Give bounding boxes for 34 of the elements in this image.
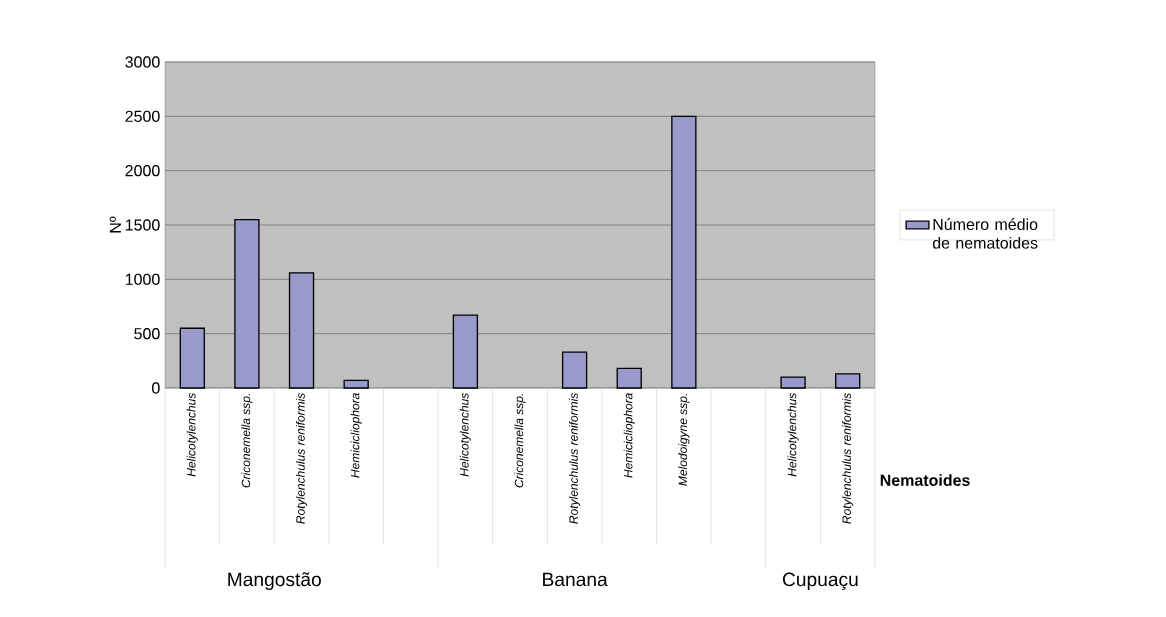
x-tick-label: Criconemella ssp. [241, 394, 253, 488]
y-tick-label: 1000 [125, 273, 160, 285]
x-tick-label: Helicotylenchus [787, 392, 799, 477]
y-tick-label: 3000 [125, 56, 160, 68]
text: Mangostão [228, 572, 321, 590]
y-tick-label: 2500 [125, 110, 160, 122]
x-tick-label: Rotylenchulus reniformis [842, 392, 854, 524]
bar [343, 379, 369, 389]
bar [234, 218, 260, 389]
bar [179, 327, 205, 389]
x-tick-label: Helicotylenchus [459, 392, 471, 477]
x-tick-label: Hemicicliophora [350, 393, 362, 478]
bar [835, 373, 861, 389]
bar [288, 272, 315, 389]
legend-label: Número médio de nematoides [932, 218, 1038, 249]
x-tick-label: Melodoigyne ssp. [678, 394, 690, 486]
x-tick-label: Rotylenchulus reniformis [295, 392, 308, 524]
bar [780, 376, 806, 389]
x-tick-label: Criconemella ssp. [514, 394, 526, 488]
y-tick-label: 1500 [125, 219, 160, 231]
bar [616, 367, 642, 389]
bar [452, 314, 479, 389]
y-axis-title: Nº [109, 216, 121, 233]
bar [561, 351, 588, 389]
bar [671, 115, 697, 389]
text: Banana [543, 572, 608, 587]
text: Cupuaçu [782, 572, 858, 591]
x-tick-label: Helicotylenchus [186, 392, 198, 477]
y-tick-label: 0 [152, 382, 160, 394]
x-tick-label: Hemicicliophora [623, 393, 635, 478]
x-tick-label: Rotylenchulus reniformis [569, 392, 581, 524]
y-tick-label: 2000 [125, 165, 160, 177]
y-tick-label: 500 [134, 328, 160, 340]
x-axis-title: Nematoides [880, 474, 970, 486]
